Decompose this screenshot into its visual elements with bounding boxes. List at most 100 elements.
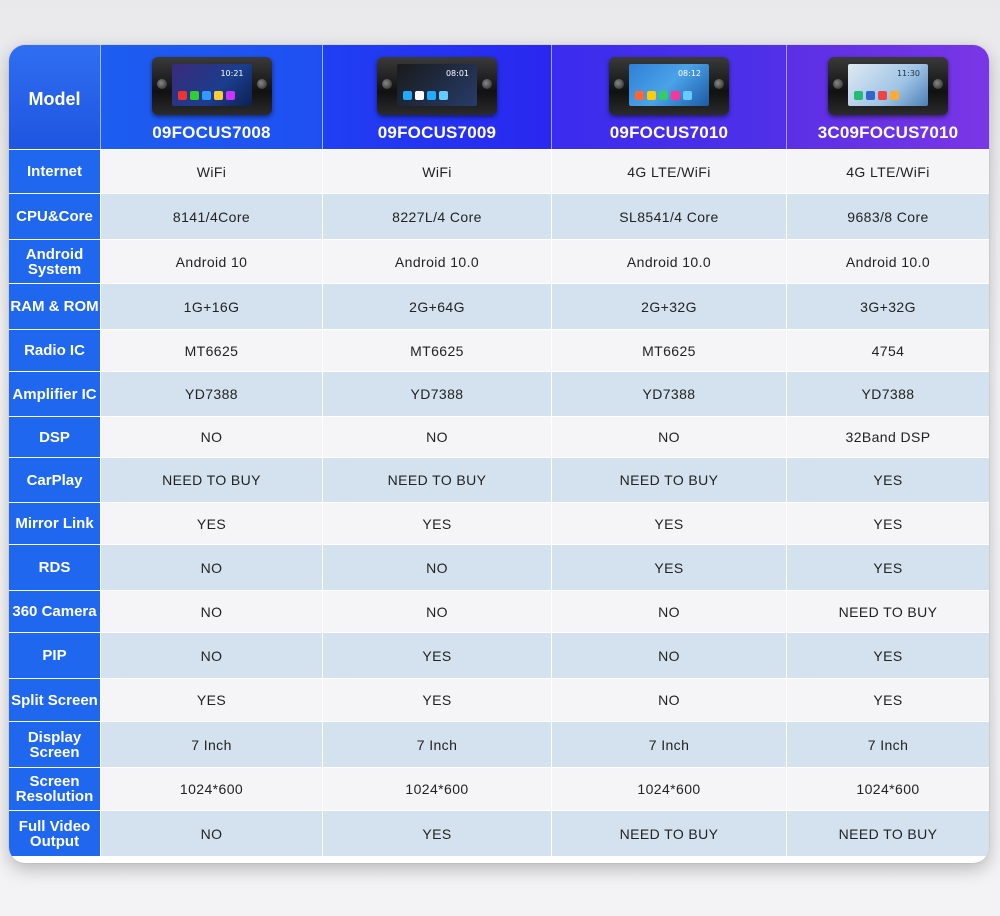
model-header-4: 11:30 3C09FOCUS7010	[787, 45, 989, 149]
spec-value: WiFi	[323, 149, 552, 193]
spec-value: NEED TO BUY	[552, 810, 787, 856]
spec-value: 8227L/4 Core	[323, 193, 552, 239]
spec-value: 1024*600	[787, 767, 989, 810]
spec-value: 1G+16G	[101, 283, 323, 329]
spec-value: NO	[101, 632, 323, 678]
row-label: CPU&Core	[9, 193, 101, 239]
spec-value: YES	[323, 810, 552, 856]
row-label: Screen Resolution	[9, 767, 101, 810]
table-row: Mirror Link YES YES YES YES	[9, 502, 989, 544]
table-row: RDS NO NO YES YES	[9, 544, 989, 590]
model-header-1: 10:21 09FOCUS7008	[101, 45, 323, 149]
spec-comparison-card: Model 10:21 09FOCUS7008	[9, 45, 989, 863]
spec-value: NO	[323, 590, 552, 632]
spec-value: NO	[552, 416, 787, 457]
row-label: Android System	[9, 239, 101, 283]
spec-value: 7 Inch	[552, 721, 787, 767]
spec-value: NEED TO BUY	[101, 457, 323, 502]
spec-value: YD7388	[787, 371, 989, 416]
row-label: Display Screen	[9, 721, 101, 767]
table-row: Full Video Output NO YES NEED TO BUY NEED TO…	[9, 810, 989, 856]
model-header-2: 08:01 09FOCUS7009	[323, 45, 552, 149]
spec-value: YD7388	[552, 371, 787, 416]
spec-value: YD7388	[323, 371, 552, 416]
spec-value: NO	[323, 544, 552, 590]
table-row: RAM & ROM 1G+16G 2G+64G 2G+32G 3G+32G	[9, 283, 989, 329]
spec-value: Android 10	[101, 239, 323, 283]
row-label: 360 Camera	[9, 590, 101, 632]
spec-value: NEED TO BUY	[787, 810, 989, 856]
spec-value: Android 10.0	[323, 239, 552, 283]
car-radio-image: 11:30	[828, 57, 948, 115]
spec-value: 1024*600	[323, 767, 552, 810]
spec-value: YES	[323, 502, 552, 544]
row-label: Internet	[9, 149, 101, 193]
row-label: DSP	[9, 416, 101, 457]
spec-value: YES	[101, 678, 323, 721]
spec-value: YES	[101, 502, 323, 544]
spec-value: 7 Inch	[787, 721, 989, 767]
spec-value: YES	[787, 678, 989, 721]
row-label: RDS	[9, 544, 101, 590]
table-row: PIP NO YES NO YES	[9, 632, 989, 678]
spec-value: 7 Inch	[323, 721, 552, 767]
table-row: Split Screen YES YES NO YES	[9, 678, 989, 721]
table-row: Android System Android 10 Android 10.0 Andr…	[9, 239, 989, 283]
spec-value: 3G+32G	[787, 283, 989, 329]
spec-value: NO	[101, 590, 323, 632]
spec-value: NO	[101, 544, 323, 590]
row-label: Mirror Link	[9, 502, 101, 544]
spec-value: 9683/8 Core	[787, 193, 989, 239]
row-label: Amplifier IC	[9, 371, 101, 416]
spec-value: NO	[323, 416, 552, 457]
spec-value: 2G+32G	[552, 283, 787, 329]
car-radio-image: 08:12	[609, 57, 729, 115]
spec-value: 8141/4Core	[101, 193, 323, 239]
header-row: Model 10:21 09FOCUS7008	[9, 45, 989, 149]
spec-value: SL8541/4 Core	[552, 193, 787, 239]
spec-value: YES	[552, 544, 787, 590]
spec-value: YES	[787, 544, 989, 590]
row-label: PIP	[9, 632, 101, 678]
table-row: CPU&Core 8141/4Core 8227L/4 Core SL8541/4 C…	[9, 193, 989, 239]
spec-value: MT6625	[552, 329, 787, 371]
spec-value: NO	[101, 416, 323, 457]
model-name: 3C09FOCUS7010	[817, 123, 959, 142]
spec-value: YES	[323, 678, 552, 721]
spec-value: 7 Inch	[101, 721, 323, 767]
row-label: Split Screen	[9, 678, 101, 721]
spec-value: NEED TO BUY	[787, 590, 989, 632]
spec-table: Model 10:21 09FOCUS7008	[9, 45, 989, 856]
spec-value: 4G LTE/WiFi	[552, 149, 787, 193]
table-row: Amplifier IC YD7388 YD7388 YD7388 YD7388	[9, 371, 989, 416]
spec-value: 4754	[787, 329, 989, 371]
spec-value: Android 10.0	[787, 239, 989, 283]
table-row: Display Screen 7 Inch 7 Inch 7 Inch 7 Inch	[9, 721, 989, 767]
table-row: Screen Resolution 1024*600 1024*600 1024*60…	[9, 767, 989, 810]
model-header-label: Model	[9, 45, 101, 149]
spec-value: YES	[323, 632, 552, 678]
spec-value: 1024*600	[552, 767, 787, 810]
spec-value: 32Band DSP	[787, 416, 989, 457]
model-header-3: 08:12 09FOCUS7010	[552, 45, 787, 149]
row-label: CarPlay	[9, 457, 101, 502]
table-row: Internet WiFi WiFi 4G LTE/WiFi 4G LTE/WiFi	[9, 149, 989, 193]
spec-value: YD7388	[101, 371, 323, 416]
model-name: 09FOCUS7010	[609, 123, 729, 142]
row-label: RAM & ROM	[9, 283, 101, 329]
spec-value: YES	[787, 632, 989, 678]
table-row: 360 Camera NO NO NO NEED TO BUY	[9, 590, 989, 632]
spec-value: NO	[101, 810, 323, 856]
car-radio-image: 10:21	[151, 57, 272, 115]
spec-value: WiFi	[101, 149, 323, 193]
spec-value: MT6625	[101, 329, 323, 371]
spec-value: NO	[552, 590, 787, 632]
spec-value: NEED TO BUY	[552, 457, 787, 502]
spec-value: YES	[787, 457, 989, 502]
spec-value: YES	[552, 502, 787, 544]
spec-value: MT6625	[323, 329, 552, 371]
spec-value: Android 10.0	[552, 239, 787, 283]
spec-value: 1024*600	[101, 767, 323, 810]
spec-value: 2G+64G	[323, 283, 552, 329]
car-radio-image: 08:01	[377, 57, 497, 115]
